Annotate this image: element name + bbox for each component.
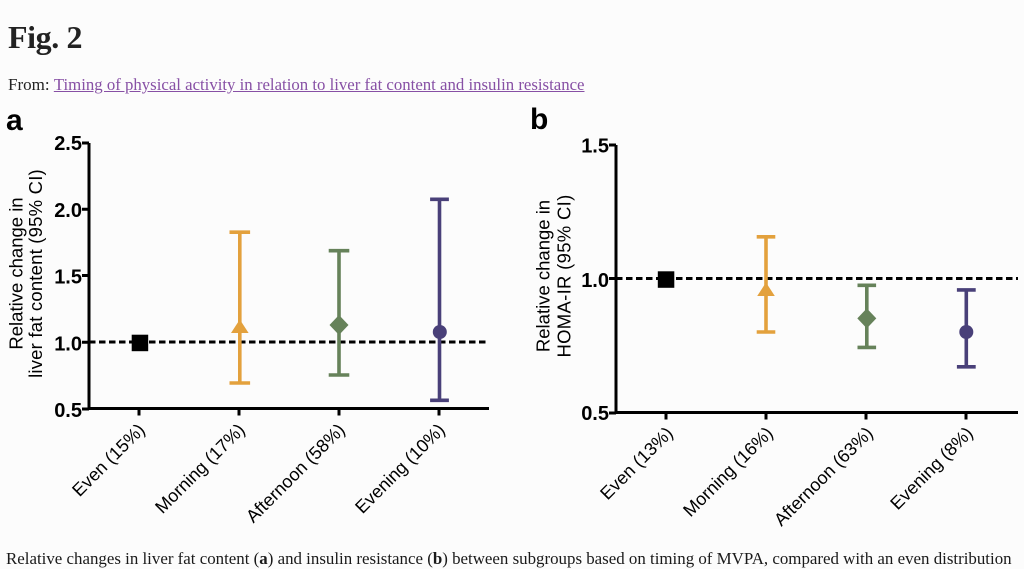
svg-text:Evening (8%): Evening (8%) bbox=[886, 423, 977, 514]
svg-text:Morning (16%): Morning (16%) bbox=[679, 423, 777, 521]
svg-text:Relative change in: Relative change in bbox=[6, 197, 27, 349]
svg-text:1.0: 1.0 bbox=[54, 333, 82, 355]
svg-text:1.5: 1.5 bbox=[54, 267, 82, 289]
svg-text:b: b bbox=[530, 103, 548, 136]
svg-text:Even (15%): Even (15%) bbox=[68, 420, 149, 501]
svg-text:Evening (10%): Evening (10%) bbox=[351, 420, 449, 518]
svg-text:Relative change in: Relative change in bbox=[533, 200, 554, 352]
svg-text:0.5: 0.5 bbox=[54, 400, 82, 422]
svg-text:2.5: 2.5 bbox=[54, 133, 82, 155]
svg-text:Morning (17%): Morning (17%) bbox=[151, 420, 249, 518]
svg-text:Afternoon (63%): Afternoon (63%) bbox=[770, 423, 877, 530]
svg-text:Afternoon (58%): Afternoon (58%) bbox=[242, 420, 349, 527]
svg-text:1.5: 1.5 bbox=[581, 136, 609, 158]
svg-text:HOMA-IR (95% CI): HOMA-IR (95% CI) bbox=[554, 194, 575, 357]
svg-text:liver fat content (95% CI): liver fat content (95% CI) bbox=[25, 169, 46, 378]
svg-text:a: a bbox=[6, 104, 23, 137]
svg-text:2.0: 2.0 bbox=[54, 200, 82, 222]
svg-text:Even (13%): Even (13%) bbox=[596, 423, 677, 504]
svg-text:1.0: 1.0 bbox=[581, 270, 609, 292]
svg-text:0.5: 0.5 bbox=[581, 403, 609, 425]
